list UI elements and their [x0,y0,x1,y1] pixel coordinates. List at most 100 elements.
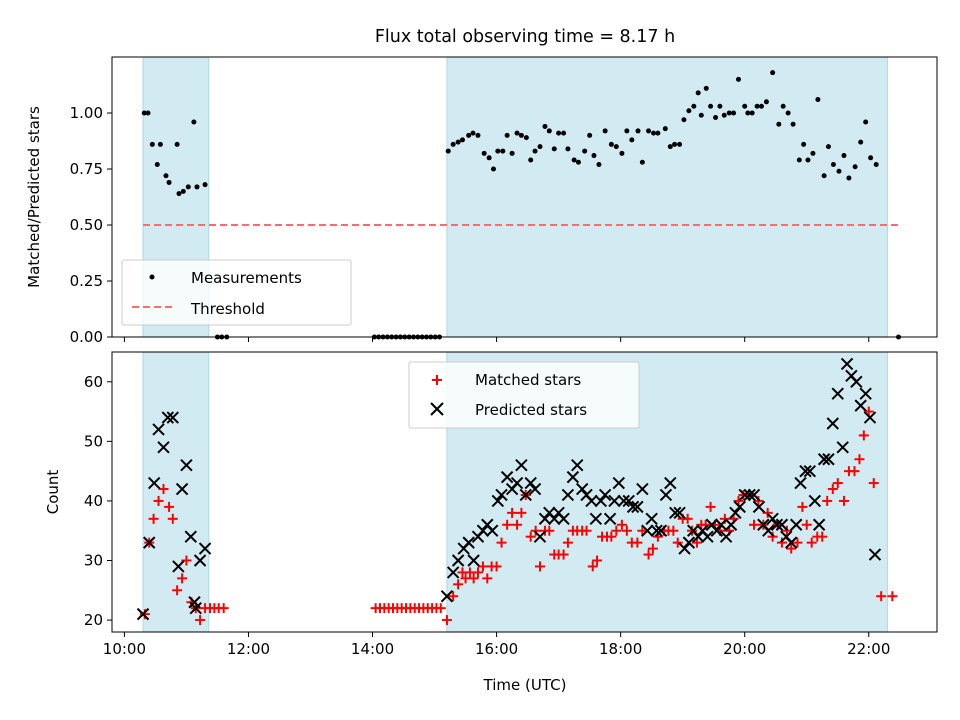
top-y-tick-label: 0.75 [70,160,103,178]
measurements-point [686,108,692,114]
measurements-point [780,103,786,109]
matched-stars-point [453,579,464,590]
matched-stars-point [477,561,488,572]
measurements-point [731,110,737,116]
predicted-stars-point [636,482,649,496]
predicted-stars-point [854,399,867,412]
matched-stars-point [643,549,654,560]
x-axis-label: Time (UTC) [483,676,567,694]
matched-stars-point [849,466,860,477]
predicted-stars-point [575,482,589,496]
measurements-point [691,103,697,109]
measurements-point [518,132,524,138]
measurements-point [486,155,492,161]
predicted-stars-point [566,470,580,484]
matched-stars-point [672,537,683,548]
measurements-point [873,162,879,168]
measurements-point [667,144,673,150]
predicted-stars-point [785,536,798,549]
predicted-stars-point [612,476,625,490]
top-y-axis-label: Matched/Predicted stars [25,106,43,288]
predicted-stars-point [589,512,603,526]
measurements-point [825,144,831,150]
measurements-point [703,85,709,91]
measurements-point [785,110,791,116]
predicted-stars-point [476,524,490,537]
predicted-stars-point [752,500,766,514]
matched-stars-point [776,537,787,548]
predicted-stars-point [161,411,175,424]
predicted-stars-point [631,500,644,514]
predicted-stars-point [812,518,826,531]
measurements-point [571,157,577,163]
measurements-point [495,148,501,154]
measurements-point [662,126,668,132]
measurements-point [796,157,802,163]
predicted-stars-point [803,464,817,478]
measurements-point [758,103,764,109]
predicted-stars-point [451,554,465,567]
measurements-point [145,110,151,116]
predicted-stars-point [198,542,212,555]
measurements-point [141,110,147,116]
measurements-point [821,173,827,179]
predicted-stars-point [491,494,505,508]
measurements-point [459,137,465,143]
predicted-stars-point [608,494,621,508]
measurements-point [466,132,472,138]
measurements-point [481,150,487,156]
predicted-stars-point [714,518,728,531]
predicted-stars-point [738,488,751,502]
measurements-point [445,148,451,154]
measurements-point [542,123,548,129]
top-y-tick-label: 1.00 [70,104,103,122]
top-legend-box [121,259,352,326]
matched-stars-point [876,591,887,602]
measurements-point [852,164,858,170]
x-tick-label: 14:00 [351,640,394,658]
predicted-stars-point [617,494,630,508]
measurements-point [672,141,678,147]
measurements-point [537,144,543,150]
top-y-tick-label: 0.25 [70,272,103,290]
predicted-stars-point [136,607,150,621]
predicted-stars-point [650,524,663,537]
predicted-stars-point [510,476,524,490]
measurements-point [805,157,811,163]
measurements-point [836,168,842,174]
measurements-point [509,150,515,156]
measurements-point [629,137,635,143]
measurements-point [742,103,748,109]
measurements-point [655,130,661,136]
predicted-stars-point [743,488,756,502]
predicted-stars-point [626,500,640,514]
bot-y-tick-label: 40 [84,492,103,510]
predicted-stars-point [524,476,537,490]
matched-stars-point [516,507,527,518]
matched-stars-point [632,537,643,548]
matched-stars-point [139,609,150,620]
predicted-stars-point [691,530,705,543]
measurements-point [763,99,769,105]
predicted-stars-point [794,476,807,490]
measurements-point [717,103,723,109]
measurements-point [166,179,172,185]
measurements-point [475,132,481,138]
predicted-stars-point [868,548,882,561]
predicted-stars-point [817,453,831,466]
measurements-point [180,188,186,194]
matched-stars-point [749,519,760,530]
measurements-point [635,128,641,134]
top-y-tick-label: 0.00 [70,328,103,346]
matched-stars-point [797,501,808,512]
matched-stars-point [668,525,679,536]
bot-y-tick-label: 60 [84,373,103,391]
measurements-point [596,162,602,168]
matched-stars-point [472,567,483,578]
matched-stars-point [887,591,898,602]
measurements-point [587,132,593,138]
predicted-stars-point [850,375,863,388]
predicted-stars-point [515,458,528,472]
predicted-stars-point [166,411,179,424]
measurements-point [815,97,821,103]
